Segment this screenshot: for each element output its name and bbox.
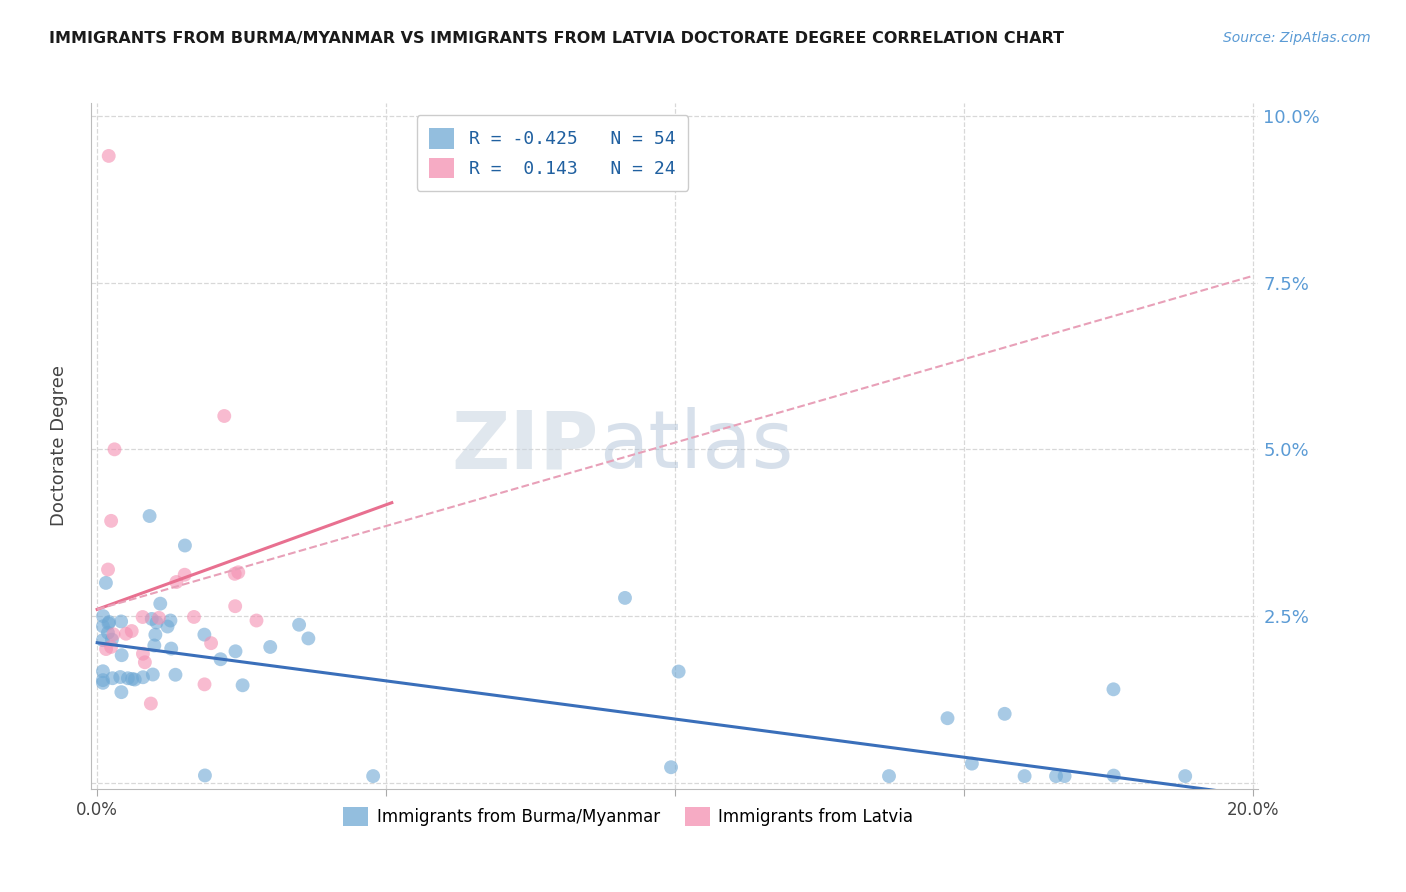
Point bbox=[101, 632, 124, 647]
Point bbox=[224, 599, 246, 614]
Point bbox=[142, 667, 165, 681]
Point bbox=[111, 648, 134, 663]
Text: Source: ZipAtlas.com: Source: ZipAtlas.com bbox=[1223, 31, 1371, 45]
Point bbox=[165, 574, 187, 589]
Point bbox=[143, 639, 166, 653]
Point bbox=[194, 768, 217, 782]
Point bbox=[245, 614, 267, 628]
Point bbox=[91, 673, 114, 687]
Point bbox=[288, 617, 311, 632]
Point bbox=[159, 614, 181, 628]
Point bbox=[165, 667, 187, 681]
Point bbox=[98, 615, 121, 629]
Point bbox=[94, 642, 117, 657]
Text: atlas: atlas bbox=[599, 407, 793, 485]
Point bbox=[297, 632, 319, 646]
Point bbox=[226, 566, 249, 580]
Point bbox=[960, 756, 983, 771]
Point bbox=[214, 409, 236, 423]
Point bbox=[149, 597, 172, 611]
Point bbox=[668, 665, 690, 679]
Point bbox=[156, 619, 179, 633]
Point bbox=[117, 671, 139, 685]
Point bbox=[97, 625, 120, 640]
Point bbox=[110, 685, 132, 699]
Point bbox=[97, 616, 120, 631]
Point bbox=[134, 655, 156, 669]
Point bbox=[110, 670, 132, 684]
Point bbox=[115, 626, 138, 640]
Point bbox=[877, 769, 900, 783]
Point bbox=[1102, 769, 1125, 783]
Point bbox=[138, 508, 160, 523]
Point bbox=[209, 652, 232, 666]
Point bbox=[91, 676, 114, 690]
Point bbox=[659, 760, 682, 774]
Point bbox=[103, 442, 125, 457]
Point bbox=[1102, 682, 1125, 697]
Point bbox=[232, 678, 254, 692]
Point bbox=[121, 672, 143, 686]
Point bbox=[259, 640, 281, 654]
Point bbox=[110, 615, 132, 629]
Point bbox=[124, 673, 146, 687]
Point bbox=[200, 636, 222, 650]
Y-axis label: Doctorate Degree: Doctorate Degree bbox=[49, 366, 67, 526]
Point bbox=[1014, 769, 1036, 783]
Text: IMMIGRANTS FROM BURMA/MYANMAR VS IMMIGRANTS FROM LATVIA DOCTORATE DEGREE CORRELA: IMMIGRANTS FROM BURMA/MYANMAR VS IMMIGRA… bbox=[49, 31, 1064, 46]
Point bbox=[936, 711, 959, 725]
Point bbox=[97, 562, 120, 576]
Point bbox=[139, 697, 162, 711]
Text: ZIP: ZIP bbox=[451, 407, 599, 485]
Point bbox=[148, 611, 170, 625]
Point bbox=[361, 769, 384, 783]
Point bbox=[193, 677, 215, 691]
Point bbox=[224, 644, 246, 658]
Point bbox=[173, 567, 195, 582]
Point bbox=[193, 627, 215, 641]
Point bbox=[103, 627, 125, 641]
Point bbox=[94, 575, 117, 590]
Point bbox=[160, 641, 183, 656]
Point bbox=[91, 633, 114, 648]
Point bbox=[145, 615, 167, 630]
Point bbox=[132, 670, 155, 684]
Point bbox=[97, 149, 120, 163]
Point bbox=[174, 539, 197, 553]
Point bbox=[91, 619, 114, 633]
Point bbox=[100, 514, 122, 528]
Point bbox=[132, 647, 155, 661]
Point bbox=[131, 610, 153, 624]
Point bbox=[100, 640, 122, 654]
Point bbox=[614, 591, 637, 605]
Point bbox=[1174, 769, 1197, 783]
Point bbox=[141, 612, 163, 626]
Point bbox=[183, 610, 205, 624]
Point bbox=[121, 624, 143, 638]
Point bbox=[101, 671, 124, 685]
Point bbox=[224, 566, 246, 581]
Point bbox=[1045, 769, 1067, 783]
Point bbox=[143, 628, 166, 642]
Point bbox=[91, 609, 114, 624]
Point bbox=[91, 665, 114, 679]
Point bbox=[994, 706, 1017, 721]
Legend: Immigrants from Burma/Myanmar, Immigrants from Latvia: Immigrants from Burma/Myanmar, Immigrant… bbox=[336, 800, 920, 832]
Point bbox=[1053, 769, 1076, 783]
